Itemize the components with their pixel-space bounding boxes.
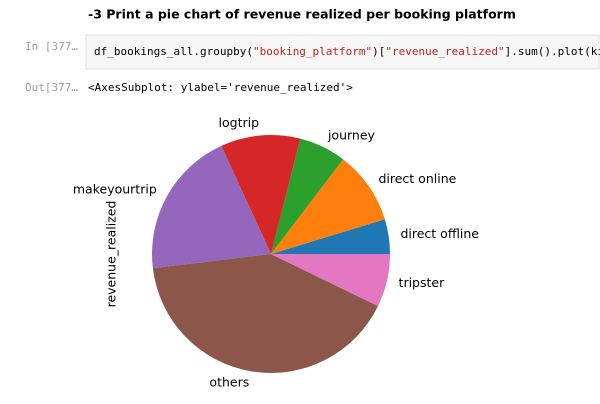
output-prompt: Out[377… [25, 81, 78, 94]
heading: -3 Print a pie chart of revenue realized… [88, 7, 516, 22]
pie-slice [271, 138, 344, 254]
pie-slice [271, 159, 385, 254]
pie-slice [152, 254, 378, 374]
code-token: "booking_platform" [253, 45, 372, 58]
pie-slice [221, 135, 301, 254]
pie-slice [271, 254, 390, 307]
code-token: "revenue_realized" [385, 45, 504, 58]
slice-label: logtrip [219, 115, 260, 130]
code-line: df_bookings_all.groupby("booking_platfor… [94, 45, 600, 58]
slice-label: direct online [378, 171, 456, 186]
code-token: )[ [372, 45, 385, 58]
code-token: df_bookings_all.groupby( [94, 45, 253, 58]
slice-label: direct offline [400, 226, 479, 241]
slice-label: makeyourtrip [73, 182, 157, 197]
code-token: ].sum().plot(kind= [505, 45, 600, 58]
y-axis-label: revenue_realized [104, 201, 119, 308]
pie-slice [271, 219, 390, 254]
slice-label: others [209, 375, 249, 390]
input-prompt: In [377… [25, 40, 78, 53]
output-text: <AxesSubplot: ylabel='revenue_realized'> [88, 81, 353, 94]
slice-label: journey [327, 128, 376, 143]
slice-label: tripster [399, 275, 446, 290]
pie-slice [151, 145, 271, 269]
code-cell[interactable] [85, 34, 600, 70]
